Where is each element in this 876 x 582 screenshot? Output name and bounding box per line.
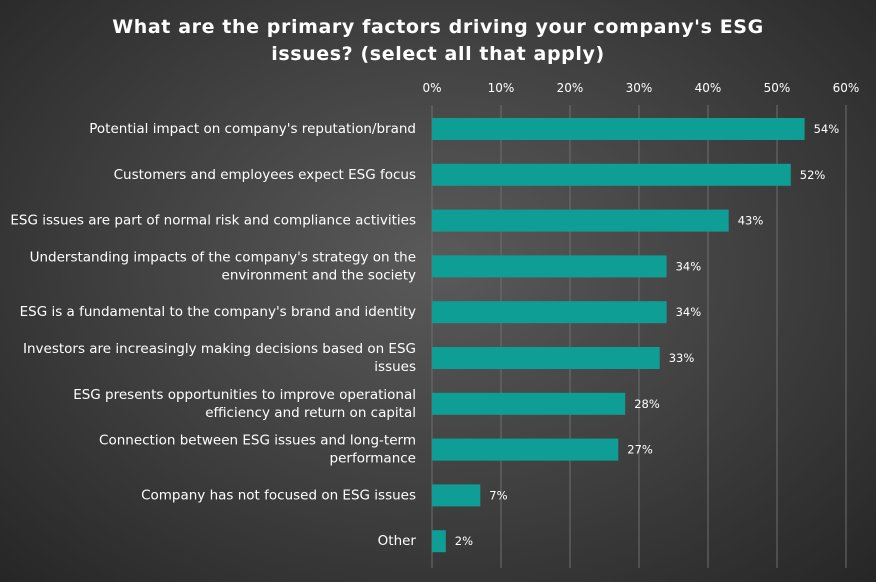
category-label: Investors are increasingly making decisi… — [23, 341, 416, 357]
category-label: Understanding impacts of the company's s… — [30, 249, 416, 265]
bar — [432, 438, 619, 461]
chart-title: What are the primary factors driving you… — [0, 14, 876, 68]
x-tick-label: 50% — [764, 81, 791, 95]
category-label: ESG is a fundamental to the company's br… — [20, 304, 416, 320]
bar — [432, 347, 660, 369]
x-tick-label: 40% — [695, 81, 722, 95]
x-tick-label: 60% — [833, 81, 860, 95]
category-label: Customers and employees expect ESG focus — [114, 167, 416, 183]
bar — [432, 163, 791, 186]
data-label: 34% — [676, 259, 702, 273]
data-label: 7% — [489, 488, 507, 502]
category-label: Potential impact on company's reputation… — [89, 121, 416, 137]
bar — [432, 484, 481, 507]
bar — [432, 118, 805, 140]
bar — [432, 392, 626, 415]
category-label: efficiency and return on capital — [205, 405, 416, 421]
data-label: 33% — [669, 351, 695, 365]
category-label: issues — [374, 359, 416, 375]
x-tick-label: 20% — [557, 81, 584, 95]
data-label: 28% — [634, 397, 660, 411]
category-label: Company has not focused on ESG issues — [141, 487, 416, 503]
bar — [432, 255, 667, 278]
bar — [432, 209, 729, 232]
data-label: 27% — [627, 443, 653, 457]
x-tick-label: 30% — [626, 81, 653, 95]
category-label: environment and the society — [222, 267, 416, 283]
data-label: 34% — [676, 305, 702, 319]
category-label: Connection between ESG issues and long-t… — [99, 433, 416, 449]
data-label: 52% — [800, 168, 826, 182]
bar — [432, 301, 667, 324]
data-label: 43% — [738, 214, 764, 228]
chart-title-line-1: What are the primary factors driving you… — [112, 16, 764, 38]
chart-title-line-2: issues? (select all that apply) — [271, 43, 605, 65]
data-label: 2% — [455, 534, 473, 548]
category-label: ESG presents opportunities to improve op… — [73, 387, 416, 403]
x-tick-label: 0% — [422, 81, 441, 95]
data-label: 54% — [814, 122, 840, 136]
category-label: performance — [330, 451, 416, 467]
x-tick-label: 10% — [488, 81, 515, 95]
category-label: Other — [378, 533, 417, 549]
category-label: ESG issues are part of normal risk and c… — [10, 213, 416, 229]
bar — [432, 530, 446, 553]
